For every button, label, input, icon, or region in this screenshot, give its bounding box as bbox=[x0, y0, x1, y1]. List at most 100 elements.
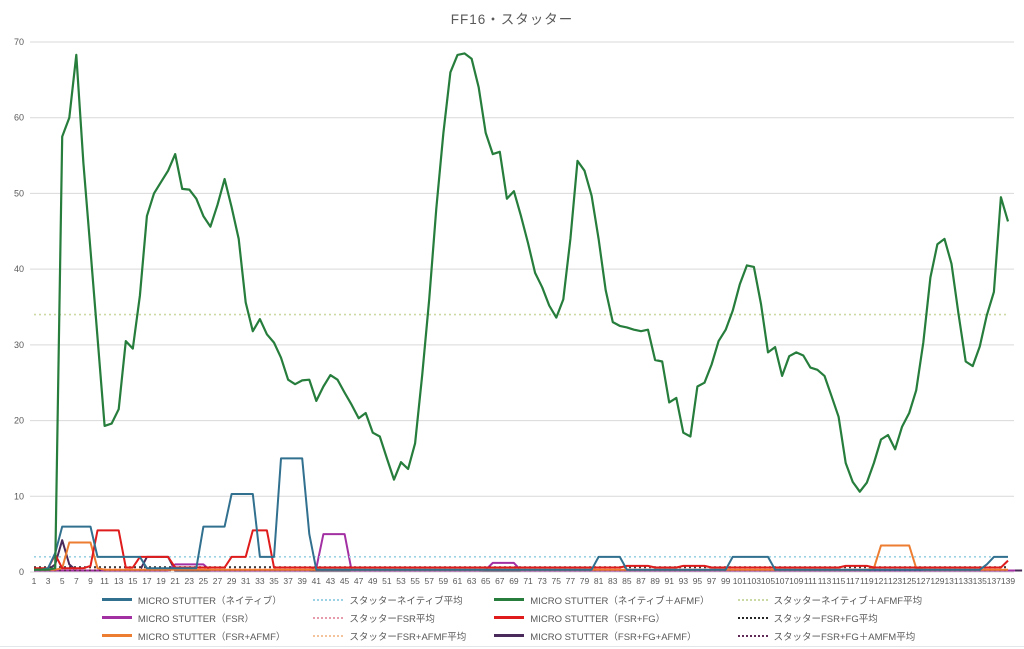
x-axis-label-77: 77 bbox=[566, 576, 576, 586]
x-axis-label-21: 21 bbox=[170, 576, 180, 586]
x-axis-label-17: 17 bbox=[142, 576, 152, 586]
x-axis-label-11: 11 bbox=[100, 576, 109, 586]
chart-legend: MICRO STUTTER（ネイティブ） スタッターネイティブ平均 MICRO ST… bbox=[0, 592, 1024, 643]
x-axis-label-3: 3 bbox=[46, 576, 51, 586]
legend-swatch-micro-stutter-native bbox=[101, 598, 132, 601]
series-micro-stutter-native-afmf bbox=[34, 52, 1010, 571]
x-axis-label-107: 107 bbox=[775, 576, 789, 586]
y-axis-label-40: 40 bbox=[14, 264, 24, 274]
series-micro-stutter-native bbox=[34, 457, 1008, 571]
y-axis-label-60: 60 bbox=[14, 113, 24, 123]
x-axis-label-31: 31 bbox=[241, 576, 251, 586]
series-micro-stutter-fsr bbox=[34, 533, 1016, 572]
x-axis-label-55: 55 bbox=[410, 576, 420, 586]
x-axis-label-45: 45 bbox=[340, 576, 350, 586]
x-axis-label-95: 95 bbox=[693, 576, 703, 586]
legend-swatch-avg-native-afmf bbox=[737, 598, 768, 601]
x-axis-label-43: 43 bbox=[326, 576, 336, 586]
series-micro-stutter-fsr-fg bbox=[34, 529, 1009, 570]
x-axis-label-51: 51 bbox=[382, 576, 392, 586]
x-axis-label-67: 67 bbox=[495, 576, 505, 586]
x-axis-label-9: 9 bbox=[88, 576, 93, 586]
legend-item-micro-stutter-native: MICRO STUTTER（ネイティブ） bbox=[101, 592, 286, 607]
x-axis-label-133: 133 bbox=[959, 576, 973, 586]
legend-swatch-micro-stutter-fsr-fg-afmf bbox=[494, 634, 525, 637]
x-axis-label-91: 91 bbox=[664, 576, 674, 586]
legend-item-avg-native-afmf: スタッターネイティブ＋AFMF平均 bbox=[737, 592, 922, 607]
legend-item-micro-stutter-fsr: MICRO STUTTER（FSR） bbox=[101, 610, 286, 625]
x-axis-label-7: 7 bbox=[74, 576, 79, 586]
x-axis-label-59: 59 bbox=[439, 576, 449, 586]
y-axis-label-50: 50 bbox=[14, 188, 24, 198]
x-axis-label-93: 93 bbox=[679, 576, 689, 586]
legend-swatch-avg-fsr-fg-amfm bbox=[737, 634, 768, 637]
y-axis-label-70: 70 bbox=[14, 37, 24, 47]
x-axis-label-87: 87 bbox=[636, 576, 646, 586]
x-axis-label-111: 111 bbox=[804, 576, 817, 586]
x-axis-label-109: 109 bbox=[789, 576, 803, 586]
y-axis-label-0: 0 bbox=[19, 567, 24, 577]
x-axis-label-15: 15 bbox=[128, 576, 138, 586]
legend-swatch-avg-native bbox=[313, 598, 344, 601]
x-axis-label-101: 101 bbox=[733, 576, 747, 586]
x-axis-label-75: 75 bbox=[552, 576, 562, 586]
x-axis-label-89: 89 bbox=[650, 576, 660, 586]
legend-label-micro-stutter-fsr: MICRO STUTTER（FSR） bbox=[137, 613, 254, 625]
x-axis-label-137: 137 bbox=[987, 576, 1001, 586]
x-axis-label-27: 27 bbox=[213, 576, 223, 586]
legend-label-micro-stutter-native: MICRO STUTTER（ネイティブ） bbox=[137, 595, 282, 607]
x-axis-label-37: 37 bbox=[283, 576, 293, 586]
x-axis-label-139: 139 bbox=[1001, 576, 1015, 586]
x-axis-label-99: 99 bbox=[721, 576, 731, 586]
legend-item-micro-stutter-fsr-fg-afmf: MICRO STUTTER（FSR+FG+AFMF） bbox=[494, 628, 709, 643]
legend-label-avg-fsr-afmf: スタッターFSR+AFMF平均 bbox=[349, 631, 467, 643]
x-axis-label-29: 29 bbox=[227, 576, 237, 586]
legend-swatch-micro-stutter-fsr bbox=[101, 616, 132, 619]
y-axis-label-20: 20 bbox=[14, 416, 24, 426]
x-axis-label-103: 103 bbox=[747, 576, 761, 586]
x-axis-label-97: 97 bbox=[707, 576, 717, 586]
x-axis-label-35: 35 bbox=[269, 576, 279, 586]
legend-item-micro-stutter-fsr-afmf: MICRO STUTTER（FSR+AFMF） bbox=[101, 628, 285, 643]
x-axis-label-23: 23 bbox=[185, 576, 195, 586]
x-axis-label-113: 113 bbox=[818, 576, 832, 586]
legend-swatch-micro-stutter-fsr-fg bbox=[494, 616, 525, 619]
legend-swatch-avg-fsr bbox=[313, 616, 344, 619]
x-axis-label-119: 119 bbox=[860, 576, 874, 586]
x-axis-label-69: 69 bbox=[509, 576, 519, 586]
x-axis-label-65: 65 bbox=[481, 576, 491, 586]
x-axis-label-115: 115 bbox=[832, 576, 846, 586]
x-axis-label-25: 25 bbox=[199, 576, 209, 586]
x-axis-label-41: 41 bbox=[312, 576, 322, 586]
chart-title: FF16・スタッター bbox=[450, 12, 574, 27]
legend-swatch-avg-fsr-fg bbox=[737, 616, 768, 619]
legend-swatch-avg-fsr-afmf bbox=[313, 634, 344, 637]
legend-item-micro-stutter-fsr-fg: MICRO STUTTER（FSR+FG） bbox=[494, 610, 709, 625]
x-axis-label-53: 53 bbox=[396, 576, 406, 586]
x-axis-label-85: 85 bbox=[622, 576, 632, 586]
legend-label-avg-fsr-fg: スタッターFSR+FG平均 bbox=[773, 613, 878, 625]
legend-label-avg-fsr-fg-amfm: スタッターFSR+FG＋AMFM平均 bbox=[773, 631, 916, 643]
legend-item-avg-fsr-fg: スタッターFSR+FG平均 bbox=[737, 610, 923, 625]
x-axis-label-61: 61 bbox=[453, 576, 463, 586]
x-axis-label-81: 81 bbox=[594, 576, 604, 586]
legend-label-avg-fsr: スタッターFSR平均 bbox=[349, 613, 435, 625]
x-axis-label-135: 135 bbox=[973, 576, 987, 586]
x-axis-label-5: 5 bbox=[60, 576, 65, 586]
x-axis-label-123: 123 bbox=[888, 576, 902, 586]
x-axis-label-57: 57 bbox=[425, 576, 435, 586]
legend-item-avg-fsr-afmf: スタッターFSR+AFMF平均 bbox=[313, 628, 466, 643]
legend-item-avg-native: スタッターネイティブ平均 bbox=[313, 592, 466, 607]
x-axis-label-117: 117 bbox=[846, 576, 860, 586]
x-axis-label-19: 19 bbox=[156, 576, 166, 586]
x-axis-label-73: 73 bbox=[537, 576, 547, 586]
legend-label-micro-stutter-fsr-fg: MICRO STUTTER（FSR+FG） bbox=[530, 613, 666, 625]
x-axis-label-83: 83 bbox=[608, 576, 618, 586]
x-axis-label-63: 63 bbox=[467, 576, 477, 586]
x-axis-label-49: 49 bbox=[368, 576, 378, 586]
x-axis-label-127: 127 bbox=[916, 576, 930, 586]
legend-item-micro-stutter-native-afmf: MICRO STUTTER（ネイティブ＋AFMF） bbox=[494, 592, 710, 607]
x-axis-label-71: 71 bbox=[523, 576, 533, 586]
